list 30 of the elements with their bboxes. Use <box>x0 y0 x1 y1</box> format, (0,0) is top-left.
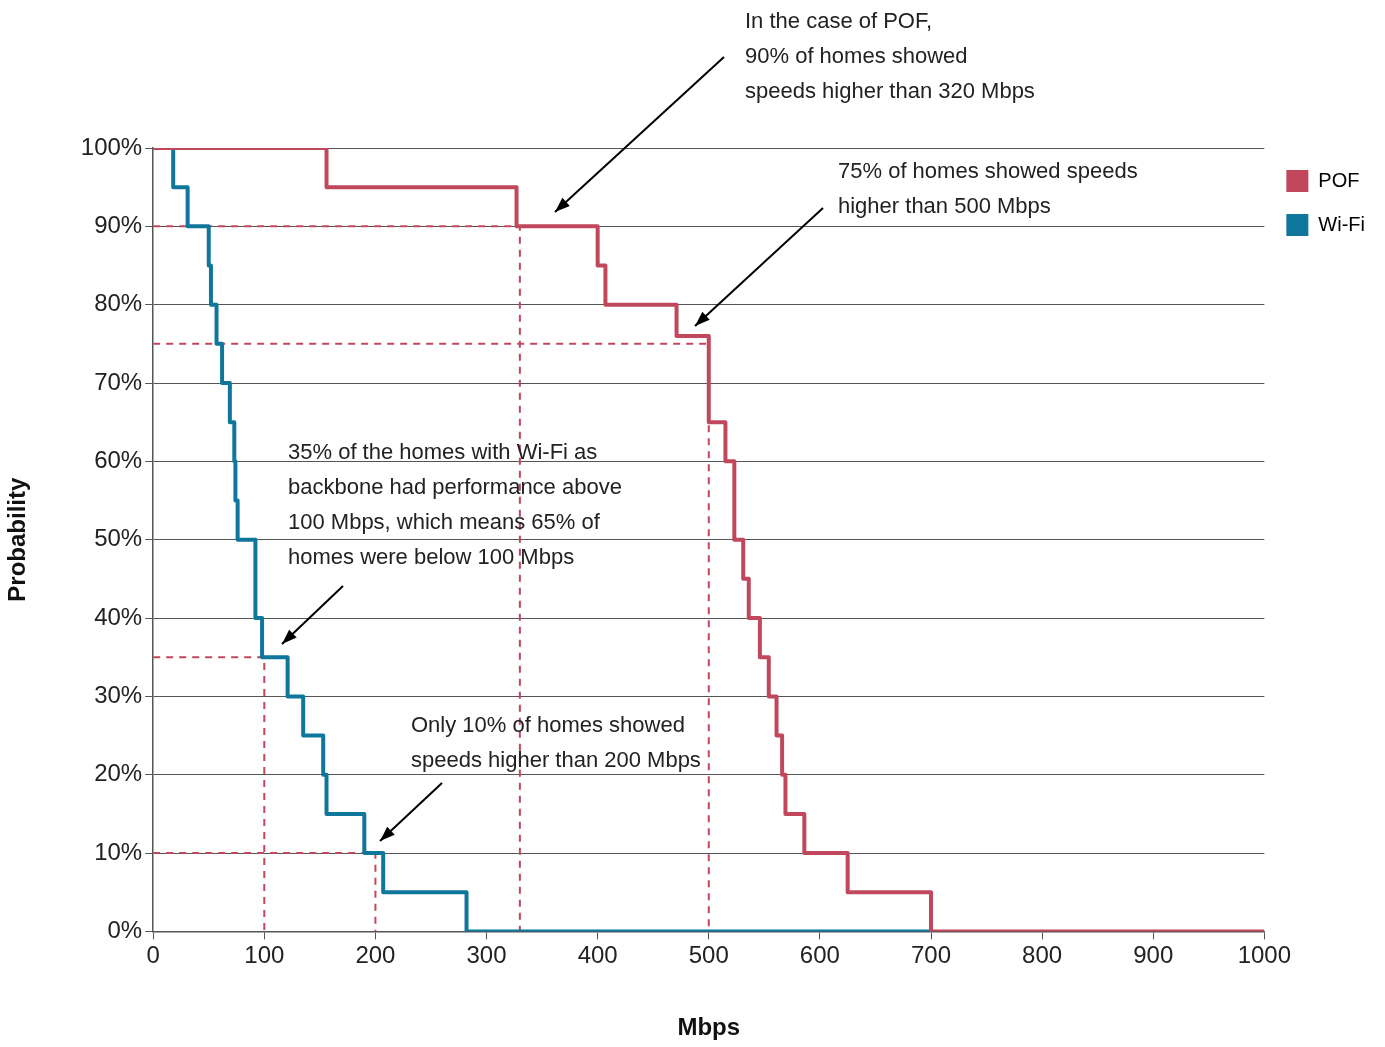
x-tick-label: 400 <box>577 941 618 969</box>
y-tick-label: 20% <box>94 759 143 787</box>
x-tick-label: 500 <box>688 941 729 969</box>
annotation: 75% of homes showed speeds higher than 500 Mbps <box>838 158 1138 219</box>
x-tick-label: 0 <box>146 941 160 969</box>
y-tick-label: 10% <box>94 837 143 865</box>
y-tick-label: 90% <box>94 210 143 238</box>
y-tick-label: 100% <box>80 132 143 160</box>
x-tick-label: 900 <box>1133 941 1174 969</box>
y-tick-label: 50% <box>94 524 143 552</box>
x-tick-label: 700 <box>910 941 952 969</box>
x-tick-label: 200 <box>355 941 396 969</box>
y-tick-label: 40% <box>94 602 143 630</box>
x-tick-label: 600 <box>799 941 840 969</box>
y-tick-label: 0% <box>107 916 143 944</box>
annotation: Only 10% of homes showed speeds higher than 200 Mbps <box>411 712 701 773</box>
y-axis-title: Probability <box>3 477 31 602</box>
text: In the case of POF, 90% of homes showed speeds higher than 320 Mbps <box>745 8 1035 104</box>
x-tick-label: 1000 <box>1237 941 1292 969</box>
x-tick-label: 300 <box>466 941 507 969</box>
y-tick-label: 60% <box>94 445 143 473</box>
x-axis-title: Mbps <box>677 1013 741 1041</box>
legend-label: Wi-Fi <box>1318 212 1365 235</box>
y-tick-label: 70% <box>94 367 143 395</box>
legend-label: POF <box>1318 168 1360 191</box>
y-tick-label: 30% <box>94 681 143 709</box>
annotation: 35% of the homes with Wi-Fi as backbone had performance above 100 Mbps, which means 65% of homes were below 100 Mbps <box>288 439 622 570</box>
x-tick-label: 100 <box>244 941 285 969</box>
x-tick-label: 800 <box>1022 941 1063 969</box>
y-tick-label: 80% <box>94 289 143 317</box>
